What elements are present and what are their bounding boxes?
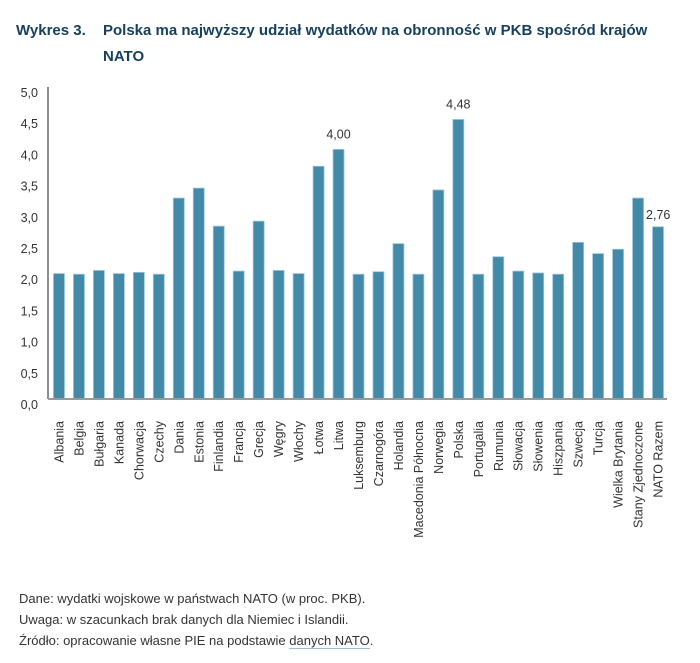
bar	[132, 271, 145, 400]
bar	[552, 273, 565, 400]
bars	[53, 119, 664, 400]
x-tick-label: Portugalia	[472, 421, 486, 477]
x-tick-label: Łotwa	[312, 421, 326, 454]
bar-chart: 0,00,51,01,52,02,53,03,54,04,55,0 4,004,…	[21, 86, 671, 538]
bar	[532, 272, 545, 400]
y-tick-label: 1,5	[21, 304, 38, 318]
x-tick-label: Norwegia	[432, 421, 446, 474]
bar	[73, 273, 85, 400]
x-tick-label: Turcja	[592, 421, 606, 455]
bar	[392, 243, 405, 400]
bar	[53, 273, 65, 400]
chart-number: Wykres 3.	[16, 22, 86, 39]
x-tick-label: Bułgaria	[92, 421, 106, 467]
y-tick-label: 4,5	[21, 117, 38, 131]
bar	[452, 119, 465, 400]
y-tick-label: 3,0	[21, 211, 38, 225]
bar	[252, 220, 265, 400]
x-tick-label: Luksemburg	[352, 421, 366, 490]
bar	[632, 197, 644, 400]
bar	[592, 253, 605, 400]
chart-title: Wykres 3. Polska ma najwyższy udział wyd…	[16, 18, 686, 70]
bar	[352, 273, 365, 400]
data-label: 4,00	[326, 127, 350, 141]
x-tick-label: Francja	[232, 421, 246, 463]
x-tick-label: Grecja	[252, 421, 266, 458]
data-note: Dane: wydatki wojskowe w państwach NATO …	[19, 591, 366, 606]
y-tick-label: 2,0	[21, 273, 38, 287]
source-suffix: .	[369, 633, 374, 648]
bar	[232, 270, 245, 400]
x-tick-label: Dania	[172, 421, 186, 454]
y-axis-ticks: 0,0 0,5 1,0 1,5 2,0 2,5 3,0 3,5 4,0 4,5 5,0	[21, 86, 38, 412]
y-tick-label: 5,0	[21, 86, 38, 100]
x-tick-label: Holandia	[392, 421, 406, 470]
x-axis-labels: Albania Belgia Bułgaria Kanada Chorwacja Czec…	[52, 420, 665, 537]
bar	[112, 273, 125, 400]
bar	[272, 270, 285, 400]
bar	[612, 248, 624, 400]
data-label: 4,48	[446, 97, 470, 111]
x-tick-label: Finlandia	[212, 421, 226, 472]
x-tick-label: Belgia	[72, 421, 86, 456]
x-tick-label: Rumunia	[492, 421, 506, 471]
source-note: Źródło: opracowanie własne PIE na podsta…	[19, 630, 373, 651]
bar	[432, 189, 445, 400]
x-tick-label: Estonia	[192, 421, 206, 463]
source-prefix: Źródło: opracowanie własne PIE na podsta…	[19, 633, 290, 648]
y-tick-label: 0,0	[21, 398, 38, 412]
x-tick-label: Hiszpania	[552, 421, 566, 476]
y-tick-label: 4,0	[21, 148, 38, 162]
bar	[412, 273, 425, 400]
bar	[332, 148, 345, 400]
bar	[93, 270, 105, 400]
source-link[interactable]: danych NATO	[289, 633, 370, 649]
x-tick-label: NATO Razem	[652, 421, 666, 498]
x-tick-label: Włochy	[292, 420, 306, 462]
x-tick-label: Wielka Brytania	[612, 421, 626, 508]
x-tick-label: Stany Zjednoczone	[632, 421, 646, 528]
bar	[572, 241, 585, 400]
y-tick-label: 2,5	[21, 242, 38, 256]
bar	[312, 165, 325, 400]
x-tick-label: Macedonia Północna	[412, 421, 426, 538]
chart-title-text: Polska ma najwyższy udział wydatków na o…	[103, 22, 648, 65]
remark-note: Uwaga: w szacunkach brak danych dla Niem…	[19, 612, 349, 627]
data-label: 2,76	[646, 208, 670, 222]
x-tick-label: Węgry	[272, 420, 286, 457]
x-tick-label: Słowenia	[532, 421, 546, 472]
data-labels: 4,00 4,48 2,76	[326, 97, 670, 221]
x-tick-label: Chorwacja	[132, 421, 146, 480]
bar	[372, 271, 385, 400]
bar	[492, 256, 505, 400]
y-tick-label: 1,0	[21, 336, 38, 350]
bar	[292, 273, 305, 400]
x-tick-label: Polska	[452, 421, 466, 459]
bar	[172, 197, 185, 400]
x-tick-label: Czarnogóra	[372, 421, 386, 486]
bar	[652, 226, 664, 400]
bar	[512, 270, 525, 400]
y-tick-label: 3,5	[21, 180, 38, 194]
y-tick-label: 0,5	[21, 367, 38, 381]
x-tick-label: Litwa	[332, 421, 346, 450]
x-tick-label: Czechy	[152, 420, 166, 462]
x-tick-label: Słowacja	[512, 421, 526, 471]
chart-footer: Dane: wydatki wojskowe w państwach NATO …	[19, 588, 373, 651]
bar	[192, 187, 205, 400]
x-tick-label: Albania	[52, 421, 66, 463]
x-tick-label: Kanada	[112, 421, 126, 464]
bar	[472, 273, 485, 400]
bar	[152, 273, 165, 400]
x-tick-label: Szwecja	[572, 421, 586, 468]
bar	[212, 225, 225, 400]
